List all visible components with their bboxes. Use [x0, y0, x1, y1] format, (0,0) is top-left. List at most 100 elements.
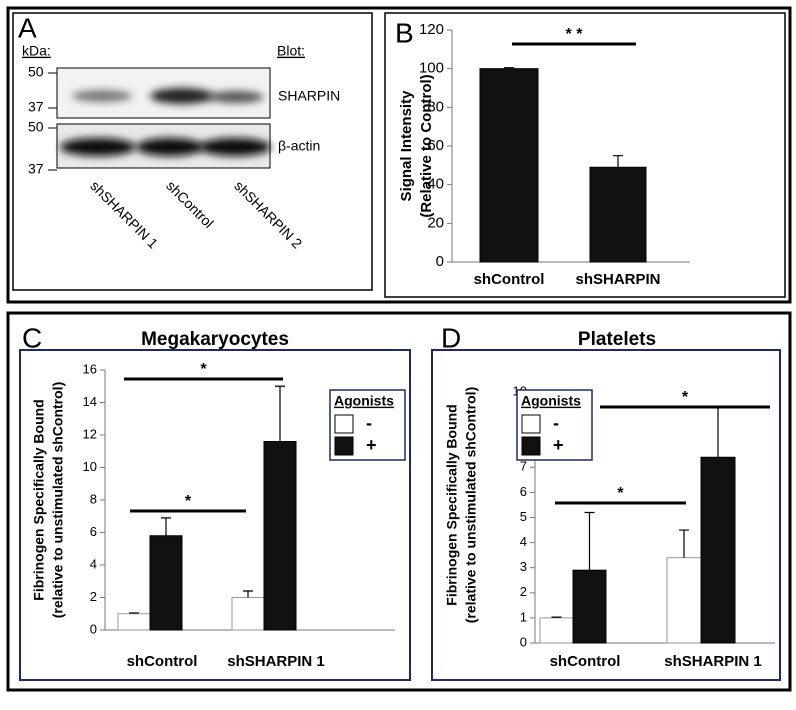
x-tick-label: shControl — [127, 653, 198, 670]
panel-b-frame — [384, 12, 786, 298]
bottom-frame — [6, 311, 792, 692]
y-tick-label: 80 — [427, 98, 444, 115]
panel-d-frame — [431, 349, 781, 681]
error-bar — [504, 67, 514, 69]
y-tick-label: 7 — [520, 459, 527, 474]
legend-swatch — [334, 436, 354, 456]
y-tick-label: 0 — [520, 634, 527, 649]
legend-swatch — [334, 414, 354, 434]
error-bar — [161, 517, 171, 536]
marker: 50 — [28, 64, 44, 80]
y-tick-label: 6 — [520, 484, 527, 499]
significance-label: * — [617, 485, 624, 502]
x-tick-label: shControl — [474, 271, 545, 288]
significance-label: * — [200, 361, 207, 378]
lane-label: shControl — [163, 177, 217, 231]
panel-label: A — [18, 12, 37, 43]
kda-label: kDa: — [22, 43, 51, 59]
band — [136, 138, 204, 156]
significance-label: * * — [566, 26, 584, 43]
error-bar — [713, 406, 723, 458]
y-tick-label: 16 — [83, 361, 97, 376]
x-tick-label: shSHARPIN — [575, 271, 660, 288]
row-label: β-actin — [278, 138, 320, 154]
legend-swatch — [521, 436, 541, 456]
top-frame — [6, 6, 792, 304]
y-tick-label: 6 — [90, 524, 97, 539]
blot-label: Blot: — [277, 43, 305, 59]
legend-label: + — [366, 435, 377, 455]
bar — [231, 597, 265, 631]
y-tick-label: 2 — [90, 589, 97, 604]
y-tick-label: 60 — [427, 137, 444, 154]
marker: 50 — [28, 119, 44, 135]
significance-label: * — [185, 493, 192, 510]
y-tick-label: 12 — [83, 426, 97, 441]
chart-title: Megakaryocytes — [141, 329, 289, 350]
y-tick-label: 2 — [520, 584, 527, 599]
marker: 37 — [28, 99, 44, 115]
error-bar — [275, 385, 285, 442]
band — [60, 138, 136, 156]
y-tick-label: 4 — [90, 556, 97, 571]
band — [208, 91, 264, 103]
x-tick-label: shSHARPIN 1 — [227, 653, 325, 670]
x-tick-label: shControl — [550, 653, 621, 670]
panel-label: D — [441, 322, 461, 353]
error-bar — [584, 511, 595, 571]
y-tick-label: 5 — [520, 509, 527, 524]
bar — [117, 613, 151, 631]
significance-label: * — [682, 389, 689, 406]
y-tick-label: 120 — [419, 21, 444, 38]
y-tick-label: 10 — [83, 459, 97, 474]
legend-title: Agonists — [334, 393, 394, 409]
legend-title: Agonists — [521, 393, 581, 409]
row-label: SHARPIN — [278, 88, 340, 104]
error-bar — [679, 529, 689, 558]
chart-title: Platelets — [578, 329, 656, 350]
y-axis-label: (relative to unstimulated shControl) — [50, 382, 66, 618]
y-axis-label: (relative to unstimulated shControl) — [463, 387, 479, 623]
bar — [539, 617, 574, 644]
panel-a-frame — [12, 12, 373, 291]
bar — [700, 456, 736, 644]
y-tick-label: 3 — [520, 559, 527, 574]
bar — [666, 557, 702, 644]
lane-label: shSHARPIN 2 — [231, 177, 305, 251]
bar — [263, 441, 297, 631]
legend-swatch — [521, 414, 541, 434]
y-tick-label: 1 — [520, 609, 527, 624]
band — [150, 88, 214, 104]
y-tick-label: 0 — [436, 253, 444, 270]
y-axis-label: Fibrinogen Specifically Bound — [31, 399, 47, 600]
legend-label: + — [553, 435, 564, 455]
y-tick-label: 8 — [90, 491, 97, 506]
bar — [479, 68, 539, 263]
panel-label: B — [395, 17, 414, 48]
y-tick-label: 40 — [427, 176, 444, 193]
legend-label: - — [553, 413, 559, 433]
y-tick-label: 0 — [90, 621, 97, 636]
error-bar — [243, 590, 253, 598]
bar — [149, 535, 183, 631]
y-axis-label: Signal Intensity — [398, 90, 415, 202]
y-tick-label: 4 — [520, 534, 527, 549]
y-tick-label: 14 — [83, 394, 97, 409]
y-tick-label: 20 — [427, 214, 444, 231]
bar — [589, 166, 647, 263]
x-tick-label: shSHARPIN 1 — [664, 653, 762, 670]
bar — [572, 569, 607, 644]
error-bar — [551, 616, 562, 618]
y-axis-label: Fibrinogen Specifically Bound — [444, 404, 460, 605]
band — [199, 138, 271, 156]
marker: 37 — [28, 161, 44, 177]
y-tick-label: 100 — [419, 60, 444, 77]
panel-c-frame — [19, 349, 411, 681]
legend-label: - — [366, 413, 372, 433]
y-axis-label: (Relative to Control) — [418, 74, 435, 217]
error-bar — [613, 155, 623, 168]
panel-label: C — [22, 322, 42, 353]
band — [72, 90, 132, 102]
error-bar — [129, 612, 139, 614]
